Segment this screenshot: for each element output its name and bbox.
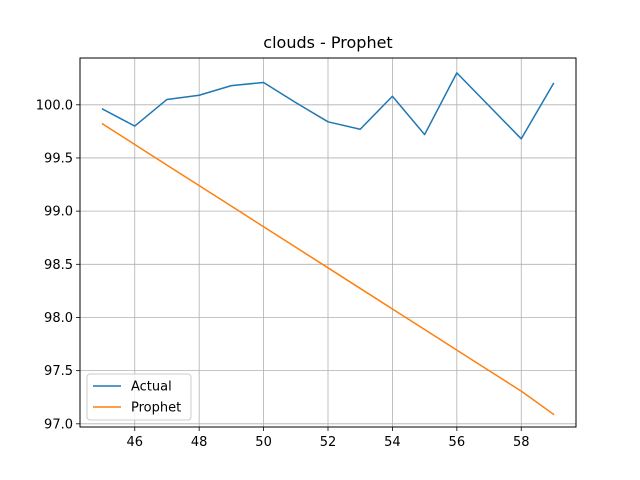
y-tick-label: 100.0 [36, 98, 73, 113]
x-tick-label: 54 [384, 435, 401, 450]
y-tick-label: 99.0 [44, 205, 73, 220]
y-tick-label: 99.5 [44, 151, 73, 166]
x-tick-label: 50 [255, 435, 272, 450]
x-tick-label: 58 [513, 435, 530, 450]
x-tick-label: 56 [449, 435, 466, 450]
x-tick-label: 52 [320, 435, 337, 450]
y-tick-label: 98.0 [44, 311, 73, 326]
chart-title: clouds - Prophet [263, 33, 392, 52]
legend-label-prophet: Prophet [131, 401, 181, 416]
y-axis-ticks: 97.0 97.5 98.0 98.5 99.0 99.5 100.0 [36, 98, 80, 432]
series-lines [101, 72, 555, 416]
x-axis-ticks: 46 48 50 52 54 56 58 [126, 427, 530, 450]
legend-label-actual: Actual [131, 380, 172, 395]
grid-lines [80, 58, 576, 427]
series-line-actual [101, 72, 555, 140]
y-tick-label: 97.5 [44, 364, 73, 379]
x-tick-label: 46 [126, 435, 143, 450]
y-tick-label: 98.5 [44, 258, 73, 273]
legend: Actual Prophet [86, 373, 192, 421]
y-tick-label: 97.0 [44, 417, 73, 432]
x-tick-label: 48 [191, 435, 208, 450]
series-line-prophet [101, 122, 555, 416]
